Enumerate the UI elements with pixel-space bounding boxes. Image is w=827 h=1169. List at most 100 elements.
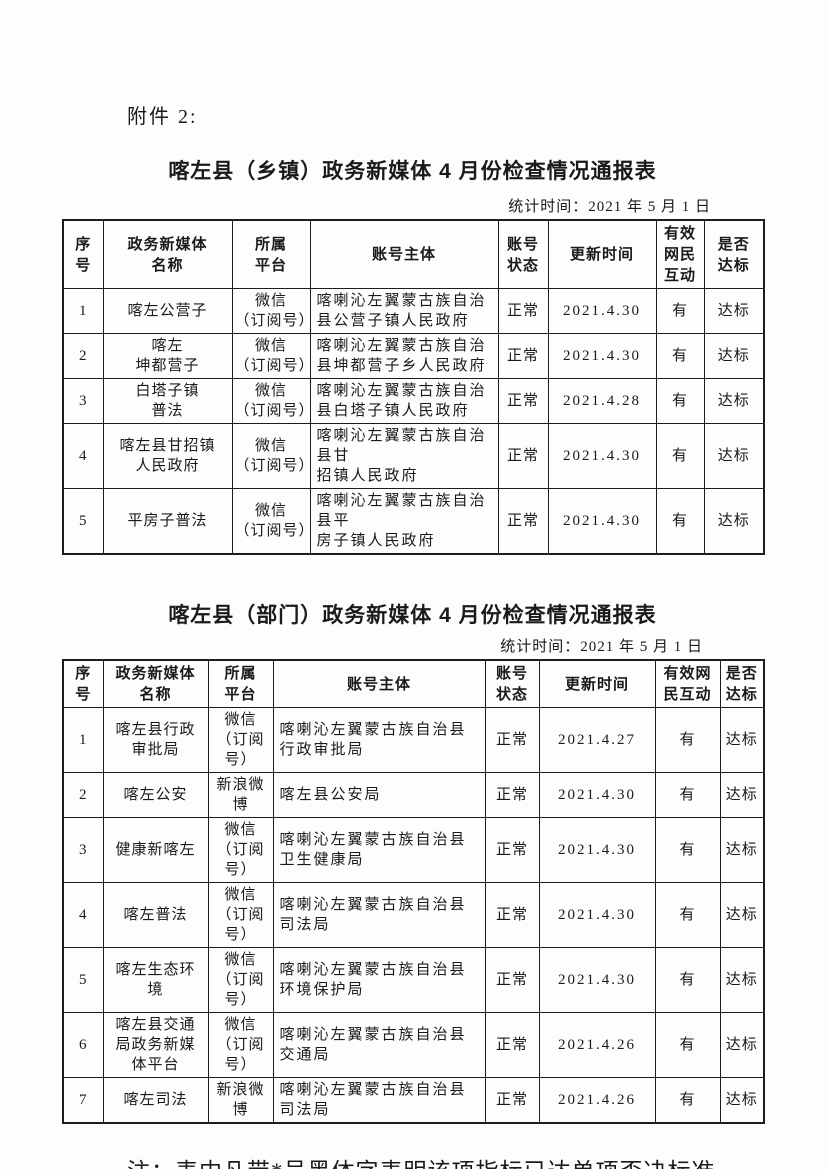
table-cell: 白塔子镇 普法 bbox=[102, 378, 233, 424]
table-cell: 有 bbox=[654, 817, 721, 883]
township-report-section: 喀左县（乡镇）政务新媒体 4 月份检查情况通报表 统计时间：2021 年 5 月… bbox=[62, 157, 765, 555]
table-cell: 新浪微博 bbox=[207, 772, 274, 818]
table-cell: 4 bbox=[62, 882, 104, 948]
table-cell: 有 bbox=[655, 488, 705, 555]
table-cell: 有 bbox=[654, 1012, 721, 1078]
table-cell: 2021.4.30 bbox=[538, 772, 656, 818]
header-cell: 有效网 民互动 bbox=[654, 659, 721, 708]
table-cell: 喀喇沁左翼蒙古族自治 县坤都营子乡人民政府 bbox=[309, 333, 499, 379]
table-cell: 喀喇沁左翼蒙古族自治 县公营子镇人民政府 bbox=[309, 288, 499, 334]
table-row: 5 平房子普法 微信 （订阅号） 喀喇沁左翼蒙古族自治县平 房子镇人民政府 正常 2021… bbox=[62, 488, 765, 555]
table-cell: 2021.4.30 bbox=[538, 882, 656, 948]
table-row: 2 喀左公安 新浪微博 喀左县公安局 正常 2021.4.30 有达标 bbox=[62, 772, 765, 818]
header-cell: 序 号 bbox=[62, 219, 104, 289]
table-cell: 微信 （订阅号） bbox=[207, 947, 274, 1013]
table-cell: 1 bbox=[62, 288, 104, 334]
table-cell: 2021.4.27 bbox=[538, 707, 656, 773]
table-cell: 正常 bbox=[484, 882, 540, 948]
table-row: 3 白塔子镇 普法 微信 （订阅号） 喀喇沁左翼蒙古族自治 县白塔子镇人民政府 正常 20… bbox=[62, 378, 765, 424]
table-row: 5 喀左生态环 境微信 （订阅号） 喀喇沁左翼蒙古族自治县 环境保护局 正常 2021.… bbox=[62, 947, 765, 1013]
table-cell: 正常 bbox=[497, 488, 549, 555]
table-cell: 6 bbox=[62, 1012, 104, 1078]
township-table-title: 喀左县（乡镇）政务新媒体 4 月份检查情况通报表 bbox=[168, 160, 657, 183]
table-cell: 正常 bbox=[484, 1012, 540, 1078]
table-cell: 2021.4.30 bbox=[538, 817, 656, 883]
table-cell: 5 bbox=[62, 488, 104, 555]
table-cell: 达标 bbox=[719, 1012, 765, 1078]
table-cell: 平房子普法 bbox=[102, 488, 233, 555]
header-row: 序 号政务新媒体 名称 所属 平台 账号主体 账号 状态 更新时间 有效网 民互动 是否 达… bbox=[62, 659, 765, 708]
table-cell: 达标 bbox=[703, 488, 765, 555]
footnote: 注：表中凡带*号黑体字表明该项指标已达单项否决标准， 须报送整改报告。 bbox=[127, 1148, 763, 1169]
table-cell: 微信 （订阅号） bbox=[207, 707, 274, 773]
header-cell: 是否 达标 bbox=[719, 659, 765, 708]
table-cell: 有 bbox=[655, 333, 705, 379]
table-cell: 新浪微博 bbox=[207, 1077, 274, 1124]
table-row: 2 喀左 坤都营子 微信 （订阅号） 喀喇沁左翼蒙古族自治 县坤都营子乡人民政府 正常 2… bbox=[62, 333, 765, 379]
table-cell: 微信 （订阅号） bbox=[207, 817, 274, 883]
header-cell: 账号主体 bbox=[272, 659, 486, 708]
table-cell: 微信 （订阅号） bbox=[231, 423, 311, 489]
table-cell: 喀喇沁左翼蒙古族自治县平 房子镇人民政府 bbox=[309, 488, 499, 555]
header-cell: 更新时间 bbox=[538, 659, 656, 708]
table-cell: 喀左司法 bbox=[102, 1077, 209, 1124]
table-cell: 有 bbox=[654, 707, 721, 773]
table-cell: 达标 bbox=[719, 817, 765, 883]
table-cell: 3 bbox=[62, 817, 104, 883]
table-cell: 有 bbox=[654, 947, 721, 1013]
table-cell: 微信 （订阅号） bbox=[207, 1012, 274, 1078]
department-report-section: 喀左县（部门）政务新媒体 4 月份检查情况通报表 统计时间：2021 年 5 月… bbox=[62, 601, 765, 1124]
table-cell: 达标 bbox=[719, 707, 765, 773]
header-row: 序 号政务新媒体 名称 所属 平台 账号主体 账号 状态 更新时间 有效 网民 互动 是否 … bbox=[62, 219, 765, 289]
table-cell: 喀喇沁左翼蒙古族自治县 卫生健康局 bbox=[272, 817, 486, 883]
township-media-table: 序 号政务新媒体 名称 所属 平台 账号主体 账号 状态 更新时间 有效 网民 互动 是否 … bbox=[62, 219, 765, 555]
document-content: 附件 2: 喀左县（乡镇）政务新媒体 4 月份检查情况通报表 统计时间：2021… bbox=[62, 0, 765, 1169]
table-cell: 微信 （订阅号） bbox=[207, 882, 274, 948]
table-cell: 有 bbox=[654, 772, 721, 818]
header-cell: 是否 达标 bbox=[703, 219, 765, 289]
table-cell: 2021.4.30 bbox=[538, 947, 656, 1013]
table-row: 4 喀左普法 微信 （订阅号） 喀喇沁左翼蒙古族自治县 司法局 正常 2021.4.30 有… bbox=[62, 882, 765, 948]
table-cell: 4 bbox=[62, 423, 104, 489]
table-cell: 达标 bbox=[703, 333, 765, 379]
table-cell: 喀左县交通 局政务新媒 体平台 bbox=[102, 1012, 209, 1078]
table-cell: 达标 bbox=[719, 882, 765, 948]
table-cell: 喀喇沁左翼蒙古族自治县甘 招镇人民政府 bbox=[309, 423, 499, 489]
table-cell: 喀喇沁左翼蒙古族自治县 环境保护局 bbox=[272, 947, 486, 1013]
department-media-table: 序 号政务新媒体 名称 所属 平台 账号主体 账号 状态 更新时间 有效网 民互动 是否 达… bbox=[62, 659, 765, 1124]
table-row: 3 健康新喀左 微信 （订阅号） 喀喇沁左翼蒙古族自治县 卫生健康局 正常 2021.4.… bbox=[62, 817, 765, 883]
header-cell: 账号 状态 bbox=[497, 219, 549, 289]
table-cell: 微信 （订阅号） bbox=[231, 333, 311, 379]
department-stat-time: 统计时间：2021 年 5 月 1 日 bbox=[500, 639, 703, 655]
table-row: 1 喀左县行政 审批局 微信 （订阅号） 喀喇沁左翼蒙古族自治县 行政审批局 正常 202… bbox=[62, 707, 765, 773]
table-cell: 正常 bbox=[484, 947, 540, 1013]
table-cell: 5 bbox=[62, 947, 104, 1013]
table-cell: 正常 bbox=[497, 378, 549, 424]
table-cell: 达标 bbox=[703, 423, 765, 489]
header-cell: 政务新媒体 名称 bbox=[102, 659, 209, 708]
table-row: 6 喀左县交通 局政务新媒 体平台 微信 （订阅号） 喀喇沁左翼蒙古族自治县 交通局正… bbox=[62, 1012, 765, 1078]
table-cell: 3 bbox=[62, 378, 104, 424]
table-cell: 正常 bbox=[484, 817, 540, 883]
table-cell: 微信 （订阅号） bbox=[231, 288, 311, 334]
attachment-label: 附件 2: bbox=[127, 106, 198, 128]
table-cell: 正常 bbox=[484, 707, 540, 773]
table-cell: 喀左县行政 审批局 bbox=[102, 707, 209, 773]
header-cell: 所属 平台 bbox=[207, 659, 274, 708]
table-cell: 微信 （订阅号） bbox=[231, 378, 311, 424]
table-cell: 达标 bbox=[719, 1077, 765, 1124]
table-cell: 喀左县公安局 bbox=[272, 772, 486, 818]
table-cell: 2021.4.30 bbox=[547, 488, 657, 555]
table-cell: 喀左公安 bbox=[102, 772, 209, 818]
table-cell: 喀左 坤都营子 bbox=[102, 333, 233, 379]
table-cell: 达标 bbox=[703, 288, 765, 334]
table-cell: 喀喇沁左翼蒙古族自治县 司法局 bbox=[272, 1077, 486, 1124]
table-cell: 2021.4.30 bbox=[547, 288, 657, 334]
table-cell: 2021.4.30 bbox=[547, 423, 657, 489]
table-cell: 正常 bbox=[497, 423, 549, 489]
table-cell: 正常 bbox=[497, 333, 549, 379]
header-cell: 所属 平台 bbox=[231, 219, 311, 289]
table-cell: 2021.4.30 bbox=[547, 333, 657, 379]
table-cell: 有 bbox=[654, 882, 721, 948]
